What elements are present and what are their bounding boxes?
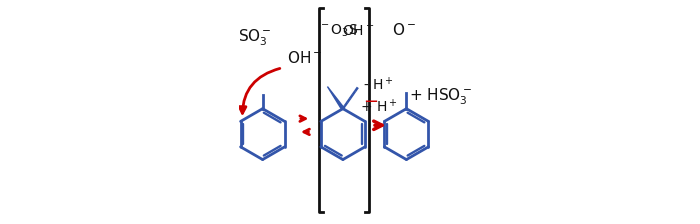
Text: OH$^-$: OH$^-$	[342, 24, 375, 38]
Polygon shape	[328, 86, 344, 109]
Text: - H$^+$: - H$^+$	[363, 75, 394, 93]
Text: O$^-$: O$^-$	[392, 22, 416, 38]
Text: OH$^-$: OH$^-$	[287, 50, 323, 66]
Text: $^-$O$_3$S: $^-$O$_3$S	[318, 23, 358, 39]
FancyArrowPatch shape	[239, 69, 280, 113]
Text: $-$: $-$	[363, 91, 379, 109]
Text: + HSO$_3^-$: + HSO$_3^-$	[410, 87, 472, 108]
Text: + H$^+$: + H$^+$	[360, 98, 398, 115]
Text: SO$_3^-$: SO$_3^-$	[239, 27, 272, 48]
